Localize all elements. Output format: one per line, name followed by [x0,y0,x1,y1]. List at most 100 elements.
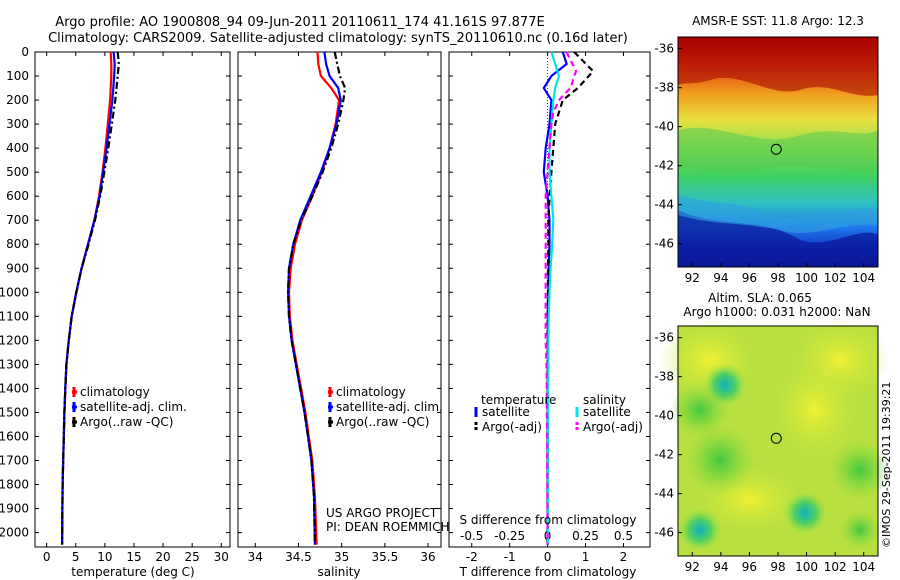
depth-tick-label-16: 1600 [0,429,29,443]
salinity-panel: 34 34.5 35 35.5 36 salinity climatologysatel… [237,51,449,579]
salinity-xlabel: salinity [317,565,360,579]
map-xtick-label-1-1: 94 [713,560,728,574]
map-ytick-label-0-0: -36 [654,42,674,56]
depth-tick-label-7: 700 [6,213,29,227]
legend-label-0-0: climatology [80,385,150,399]
map-xtick-label-0-2: 96 [742,271,757,285]
top-tick-label-3: 0.25 [572,529,599,543]
difference-top-xlabel: S difference from climatology [460,513,637,527]
series-line-0-2 [61,51,120,545]
depth-tick-label-6: 600 [6,189,29,203]
sla-argo-marker [770,432,782,444]
x-tick-label-0-3: 15 [126,550,141,564]
depth-tick-label-12: 1200 [0,333,29,347]
temperature-x-ticks: 0 5 10 15 20 25 30 [43,51,230,564]
depth-tick-label-2: 200 [6,93,29,107]
map-xtick-label-0-0: 92 [685,271,700,285]
difference-series [542,51,595,545]
legend-label-1-0: climatology [336,385,406,399]
temperature-xlabel: temperature (deg C) [71,565,194,579]
depth-axis-ticks: 0 100 200 300 400 500 600 700 800 900 1000 1100 1200… [0,45,39,540]
x-tick-label-1-3: 35.5 [371,550,398,564]
map-xtick-label-1-3: 98 [770,560,785,574]
temperature-series [61,51,120,545]
sst-map-texture [678,37,878,267]
map-xtick-label-0-5: 102 [824,271,847,285]
sla-map-texture [660,320,890,552]
map-xtick-label-0-3: 98 [770,271,785,285]
credit-label: ©IMOS 29-Sep-2011 19:39:21 [880,382,893,548]
depth-tick-label-9: 900 [6,261,29,275]
depth-tick-label-14: 1400 [0,381,29,395]
map-xtick-label-1-4: 100 [795,560,818,574]
x-tick-label-1-1: 34.5 [285,550,312,564]
diff-legend-label-1: Argo(-adj) [482,420,542,434]
difference-panel: -2 -1 0 1 2 -0.5 -0.25 0 0.25 0.5 T difference f… [448,51,651,579]
map-ytick-label-1-0: -36 [654,331,674,345]
x-tick-label-1-2: 35 [334,550,349,564]
sst-map-panel: AMSR-E SST: 11.8 Argo: 12.3 92 94 96 98 100 1… [654,14,879,285]
depth-tick-label-1: 100 [6,69,29,83]
legend-group-salinity: salinity [583,393,626,407]
map-xtick-label-1-5: 102 [824,560,847,574]
top-tick-label-1: -0.25 [494,529,525,543]
difference-x-ticks: -2 -1 0 1 2 [449,51,650,564]
x-tick-label-0-4: 20 [155,550,170,564]
map-xtick-label-0-4: 100 [795,271,818,285]
x-tick-label-2-2: 0 [544,550,552,564]
top-tick-label-0: -0.5 [460,529,483,543]
map-xtick-label-1-0: 92 [685,560,700,574]
map-xtick-label-0-1: 94 [713,271,728,285]
depth-tick-label-20: 2000 [0,526,29,540]
depth-tick-label-15: 1500 [0,405,29,419]
x-tick-label-0-0: 0 [43,550,51,564]
depth-tick-label-0: 0 [21,45,29,59]
depth-tick-label-13: 1300 [0,357,29,371]
map-ytick-label-1-1: -38 [654,370,674,384]
series-line-2-3 [544,51,578,545]
top-tick-label-4: 0.5 [614,529,633,543]
sst-argo-marker [770,143,782,155]
sla-map-title-line2: Argo h1000: 0.031 h2000: NaN [683,305,870,319]
figure-title-line2: Climatology: CARS2009. Satellite-adjuste… [48,31,628,46]
legend-label-1-1: satellite-adj. clim. [336,400,443,414]
map-ytick-label-1-3: -42 [654,448,674,462]
x-tick-label-0-1: 5 [72,550,80,564]
series-line-2-2 [546,51,561,545]
x-tick-label-2-3: 1 [582,550,590,564]
depth-tick-label-4: 400 [6,141,29,155]
legend-label-0-2: Argo(..raw -QC) [80,415,173,429]
map-xtick-label-1-2: 96 [742,560,757,574]
x-tick-label-1-4: 36 [420,550,435,564]
map-xtick-label-0-6: 104 [852,271,875,285]
pi-label: PI: DEAN ROEMMICH [326,520,449,534]
sla-map-title-line1: Altim. SLA: 0.065 [708,291,812,305]
sla-map-panel: Altim. SLA: 0.065 Argo h1000: 0.031 h200… [654,291,890,574]
map-ytick-label-1-2: -40 [654,409,674,423]
sst-map-title: AMSR-E SST: 11.8 Argo: 12.3 [692,14,864,28]
depth-tick-label-3: 300 [6,117,29,131]
x-tick-label-2-4: 2 [620,550,628,564]
depth-tick-label-18: 1800 [0,478,29,492]
legend-label-1-2: Argo(..raw -QC) [336,415,429,429]
difference-legend: temperature salinitysatelliteArgo(-adj)sa… [474,393,643,434]
depth-tick-label-10: 1000 [0,285,29,299]
legend-label-0-1: satellite-adj. clim. [80,400,187,414]
depth-tick-label-5: 500 [6,165,29,179]
x-tick-label-0-5: 25 [185,550,200,564]
diff-legend-label-0: satellite [482,405,530,419]
depth-tick-label-11: 1100 [0,309,29,323]
difference-xlabel: T difference from climatology [459,565,637,579]
map-xtick-label-1-6: 104 [852,560,875,574]
map-ytick-label-0-2: -40 [654,120,674,134]
temperature-panel: 0100200300400500600700800900100011001200… [0,45,231,579]
sst-map-ticks: 92 94 96 98 100 102 104 -36 -38 -40 -42 -44 -46 [654,42,875,285]
diff-legend-label-3: Argo(-adj) [583,420,643,434]
diff-legend-label-2: satellite [583,405,631,419]
project-label: US ARGO PROJECT [326,506,438,520]
legend-group-temperature: temperature [481,393,556,407]
sla-map-ticks: 92 94 96 98 100 102 104 -36 -38 -40 -42 -44 -46 [654,331,875,574]
x-tick-label-0-6: 30 [214,550,229,564]
